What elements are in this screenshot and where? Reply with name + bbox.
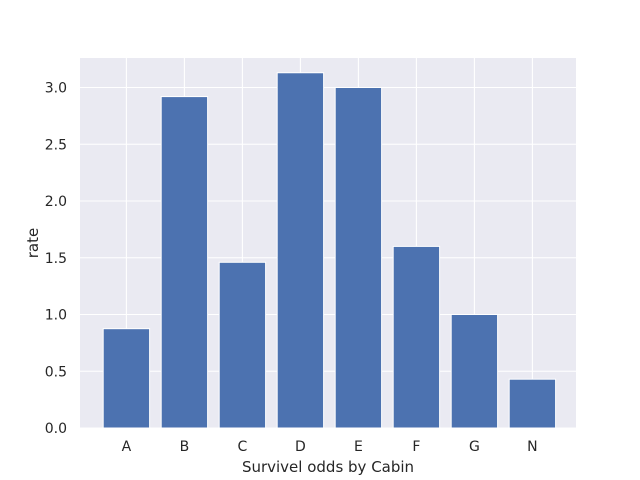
bar-C (218, 261, 267, 429)
bars (102, 72, 557, 429)
x-tick-label: E (354, 439, 363, 455)
x-tick-label: N (527, 439, 537, 455)
bar-F (392, 245, 441, 429)
y-tick-label: 0.0 (45, 421, 67, 437)
x-tick-label: B (180, 439, 190, 455)
x-tick-label: F (412, 439, 420, 455)
y-tick-label: 2.5 (45, 137, 67, 153)
bar-N (508, 378, 557, 429)
x-tick-label: A (122, 439, 132, 455)
x-axis-label: Survivel odds by Cabin (242, 458, 414, 476)
y-tick-label: 0.5 (45, 364, 67, 380)
plot-area-background (80, 58, 576, 428)
bar-E (334, 87, 383, 429)
y-tick-label: 3.0 (45, 81, 67, 97)
x-tick-label: G (469, 439, 480, 455)
y-axis-label: rate (24, 228, 42, 258)
y-tick-label: 2.0 (45, 194, 67, 210)
bar-G (450, 314, 499, 429)
bar-A (102, 328, 151, 429)
y-tick-label: 1.5 (45, 251, 67, 267)
y-tick-label: 1.0 (45, 308, 67, 324)
x-tick-label: C (238, 439, 248, 455)
bar-D (276, 72, 325, 429)
x-tick-label: D (295, 439, 306, 455)
bar-B (160, 96, 209, 429)
y-tick-labels: 0.0 0.5 1.0 1.5 2.0 2.5 3.0 (45, 81, 67, 437)
